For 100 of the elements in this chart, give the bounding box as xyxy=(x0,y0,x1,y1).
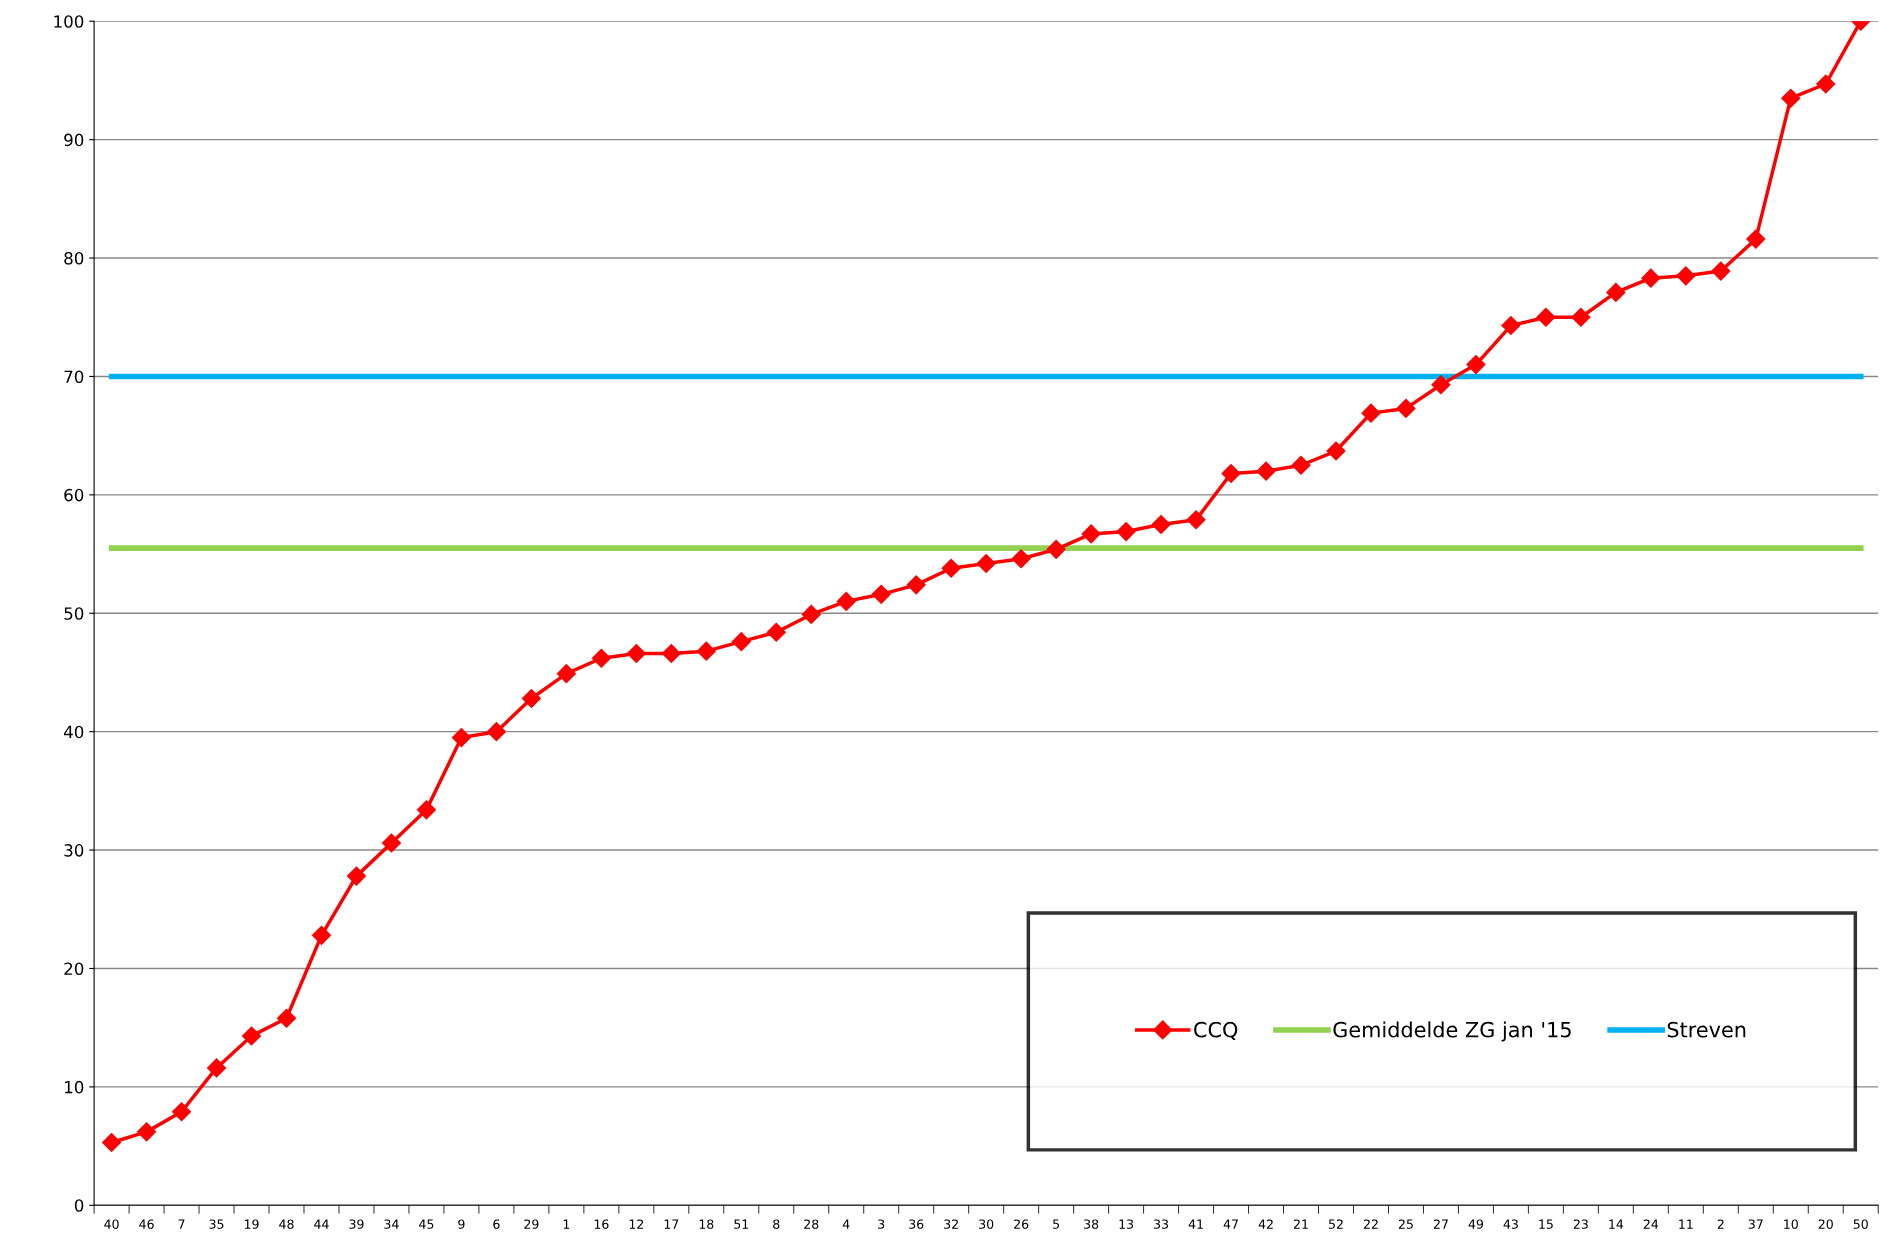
x-tick-label: 30 xyxy=(979,1219,994,1229)
point xyxy=(661,643,681,664)
y-tick-label: 60 xyxy=(64,488,84,502)
y-tick-label: 90 xyxy=(64,133,84,147)
x-tick-label: 34 xyxy=(384,1219,399,1229)
point xyxy=(591,648,611,668)
x-tick-label: 49 xyxy=(1468,1219,1483,1229)
point xyxy=(696,641,716,661)
x-tick-label: 22 xyxy=(1363,1219,1378,1229)
x-tick-label: 48 xyxy=(279,1219,294,1229)
point xyxy=(976,553,996,574)
x-tick-label: 36 xyxy=(909,1219,924,1229)
point xyxy=(1186,510,1206,530)
point xyxy=(556,664,576,684)
x-tick-label: 39 xyxy=(349,1219,364,1229)
x-tick-label: 7 xyxy=(178,1219,185,1229)
y-tick-label: 10 xyxy=(65,1080,84,1094)
x-tick-label: 38 xyxy=(1084,1219,1099,1229)
y-tick-label: 40 xyxy=(63,725,84,739)
point xyxy=(731,632,751,652)
x-tick-label: 35 xyxy=(209,1219,224,1229)
legend-label: Gemiddelde ZG jan '15 xyxy=(1333,1021,1571,1042)
y-tick-label: 0 xyxy=(74,1199,84,1212)
point xyxy=(276,1008,297,1028)
x-tick-label: 3 xyxy=(878,1219,885,1229)
x-tick-label: 45 xyxy=(419,1219,434,1229)
point xyxy=(1011,549,1031,569)
x-tick-label: 44 xyxy=(314,1219,329,1229)
point xyxy=(1746,229,1766,249)
point xyxy=(451,728,471,748)
y-tick-label: 80 xyxy=(64,252,84,265)
point xyxy=(1431,375,1451,395)
point xyxy=(1501,316,1521,336)
x-tick-label: 52 xyxy=(1329,1219,1343,1229)
x-tick-label: 27 xyxy=(1433,1219,1448,1229)
x-tick-label: 46 xyxy=(139,1219,154,1229)
point xyxy=(1606,282,1626,302)
y-tick-label: 70 xyxy=(64,370,84,384)
point xyxy=(1641,268,1661,288)
point xyxy=(1046,539,1066,559)
y-tick-label: 30 xyxy=(64,844,84,857)
point xyxy=(381,833,401,853)
x-tick-label: 15 xyxy=(1539,1219,1553,1229)
x-tick-label: 5 xyxy=(1053,1219,1060,1229)
x-tick-label: 40 xyxy=(104,1219,119,1229)
point xyxy=(241,1026,262,1046)
x-tick-label: 25 xyxy=(1398,1219,1413,1229)
point xyxy=(346,866,367,886)
x-tick-label: 37 xyxy=(1748,1219,1763,1229)
x-tick-label: 20 xyxy=(1818,1219,1833,1229)
x-tick-label: 32 xyxy=(944,1219,958,1229)
x-tick-label: 8 xyxy=(773,1219,780,1229)
x-tick-label: 4 xyxy=(842,1219,850,1229)
x-tick-label: 12 xyxy=(629,1219,644,1229)
x-tick-label: 42 xyxy=(1258,1219,1273,1229)
point xyxy=(1116,522,1136,542)
x-tick-label: 43 xyxy=(1503,1219,1518,1229)
point xyxy=(801,604,821,624)
point xyxy=(906,575,926,595)
x-tick-label: 24 xyxy=(1643,1219,1659,1229)
legend-label: Streven xyxy=(1667,1021,1746,1038)
x-tick-label: 23 xyxy=(1573,1219,1588,1229)
point xyxy=(1326,441,1346,461)
x-tick-label: 9 xyxy=(458,1219,465,1229)
point xyxy=(871,584,891,604)
x-tick-label: 28 xyxy=(804,1219,819,1229)
point xyxy=(172,1102,192,1122)
x-tick-label: 41 xyxy=(1188,1219,1203,1229)
x-tick-label: 2 xyxy=(1717,1219,1724,1229)
point xyxy=(207,1058,227,1078)
point xyxy=(1781,88,1801,108)
x-tick-label: 29 xyxy=(524,1219,539,1229)
x-tick-label: 11 xyxy=(1679,1219,1693,1229)
point xyxy=(836,591,856,611)
x-tick-label: 6 xyxy=(493,1219,500,1229)
x-tick-label: 50 xyxy=(1853,1219,1868,1229)
x-tick-label: 18 xyxy=(699,1219,714,1229)
point xyxy=(102,1132,122,1153)
point xyxy=(1151,514,1171,534)
point xyxy=(1816,74,1836,94)
point xyxy=(137,1122,157,1142)
point xyxy=(1396,398,1416,418)
x-tick-label: 21 xyxy=(1293,1219,1308,1229)
x-tick-label: 1 xyxy=(563,1219,570,1229)
x-tick-label: 19 xyxy=(244,1219,259,1229)
x-tick-label: 33 xyxy=(1154,1219,1169,1229)
point xyxy=(1711,261,1731,281)
y-tick-label: 50 xyxy=(64,607,84,620)
x-tick-label: 47 xyxy=(1223,1219,1238,1229)
point xyxy=(626,643,646,664)
x-tick-label: 10 xyxy=(1784,1219,1798,1229)
point xyxy=(416,800,436,820)
point xyxy=(1676,266,1696,286)
x-tick-label: 51 xyxy=(734,1219,749,1229)
point xyxy=(1291,455,1311,475)
point xyxy=(1536,307,1556,327)
point xyxy=(941,558,961,578)
y-tick-label: 20 xyxy=(64,962,84,976)
x-tick-label: 16 xyxy=(594,1219,609,1229)
point xyxy=(486,722,506,742)
